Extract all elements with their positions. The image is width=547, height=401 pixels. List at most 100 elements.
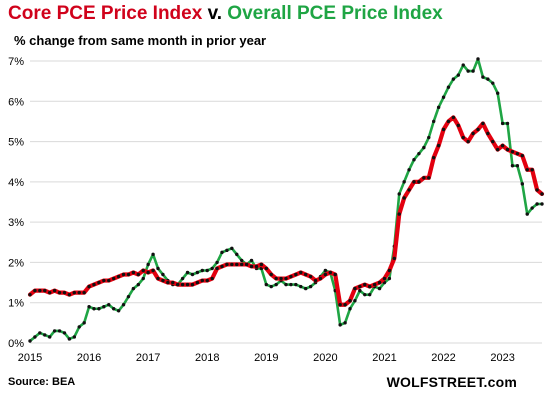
data-point-core bbox=[151, 268, 155, 273]
data-point-overall bbox=[43, 333, 47, 337]
data-point-overall bbox=[107, 303, 111, 307]
data-point-core bbox=[87, 284, 91, 289]
data-point-overall bbox=[249, 258, 254, 263]
data-point-overall bbox=[422, 145, 426, 150]
data-point-overall bbox=[525, 212, 529, 216]
data-point-core bbox=[491, 139, 495, 144]
data-point-overall bbox=[402, 180, 406, 184]
data-point-overall bbox=[535, 202, 539, 206]
x-tick-label: 2019 bbox=[254, 352, 278, 364]
data-point-core bbox=[72, 290, 77, 295]
x-tick-label: 2016 bbox=[77, 352, 101, 364]
chart-subtitle: % change from same month in prior year bbox=[14, 33, 267, 48]
data-point-overall bbox=[210, 266, 214, 271]
data-point-overall bbox=[264, 282, 269, 287]
data-point-core bbox=[328, 270, 333, 275]
data-point-core bbox=[515, 151, 520, 156]
data-point-overall bbox=[92, 307, 96, 311]
data-point-core bbox=[38, 288, 42, 293]
data-point-core bbox=[77, 290, 81, 295]
data-point-overall bbox=[235, 252, 239, 257]
data-point-overall bbox=[358, 288, 362, 293]
data-point-overall bbox=[126, 294, 131, 299]
data-point-core bbox=[476, 127, 480, 132]
data-point-core bbox=[299, 270, 303, 275]
x-tick-label: 2015 bbox=[18, 352, 42, 364]
data-point-core bbox=[471, 131, 475, 136]
y-axis: 0% 1% 2% 3% 4% 5% 6% 7% bbox=[8, 56, 24, 350]
data-point-core bbox=[107, 278, 111, 283]
data-point-overall bbox=[299, 284, 303, 289]
data-point-overall bbox=[239, 258, 244, 263]
data-point-overall bbox=[195, 270, 200, 275]
data-point-core bbox=[244, 262, 249, 267]
data-point-core bbox=[195, 280, 200, 285]
series-lines bbox=[27, 57, 545, 343]
x-axis: 2015 2016 2017 2018 2019 2020 2021 2022 2023 bbox=[18, 352, 515, 364]
data-point-core bbox=[417, 180, 421, 184]
data-point-core bbox=[372, 282, 377, 287]
x-tick-label: 2017 bbox=[136, 352, 160, 364]
data-point-core bbox=[530, 168, 534, 172]
data-point-overall bbox=[476, 57, 480, 61]
data-point-overall bbox=[303, 286, 308, 291]
data-point-core bbox=[318, 276, 323, 281]
data-point-core bbox=[166, 280, 170, 285]
data-point-core bbox=[235, 262, 239, 267]
data-point-core bbox=[225, 262, 229, 267]
data-point-core bbox=[274, 276, 278, 281]
data-point-core bbox=[323, 272, 328, 277]
x-tick-label: 2023 bbox=[490, 352, 514, 364]
x-tick-label: 2018 bbox=[195, 352, 219, 364]
data-point-core bbox=[387, 268, 392, 273]
data-point-overall bbox=[377, 286, 382, 291]
data-point-overall bbox=[289, 282, 293, 287]
data-point-overall bbox=[161, 272, 165, 277]
chart-title: Core PCE Price Index v. Overall PCE Pric… bbox=[8, 3, 443, 25]
data-point-core bbox=[111, 276, 116, 281]
data-point-core bbox=[52, 288, 57, 293]
data-point-core bbox=[215, 266, 219, 271]
data-point-core bbox=[313, 278, 318, 283]
data-point-core bbox=[161, 278, 165, 283]
data-point-overall bbox=[417, 151, 421, 156]
data-point-core bbox=[343, 303, 347, 307]
data-point-core bbox=[451, 115, 456, 120]
data-point-core bbox=[397, 212, 401, 216]
data-point-overall bbox=[52, 329, 57, 333]
data-point-overall bbox=[367, 292, 372, 297]
data-point-core bbox=[126, 272, 131, 277]
data-point-core bbox=[481, 121, 485, 126]
data-point-core bbox=[102, 278, 106, 283]
data-point-overall bbox=[338, 323, 342, 327]
data-point-core bbox=[121, 272, 126, 277]
source-note: Source: BEA bbox=[8, 376, 76, 388]
data-point-overall bbox=[284, 282, 288, 287]
data-point-core bbox=[510, 149, 515, 154]
data-point-overall bbox=[220, 250, 224, 255]
data-point-core bbox=[239, 262, 244, 267]
data-point-overall bbox=[269, 284, 273, 289]
data-point-overall bbox=[505, 121, 510, 126]
y-tick-label: 0% bbox=[8, 338, 24, 350]
series-overall bbox=[28, 57, 544, 343]
data-point-overall bbox=[431, 119, 436, 124]
data-point-core bbox=[259, 262, 264, 267]
data-point-core bbox=[422, 176, 426, 180]
data-point-core bbox=[67, 292, 72, 297]
data-point-core bbox=[43, 288, 47, 293]
data-point-core bbox=[57, 290, 62, 295]
data-point-overall bbox=[274, 282, 278, 287]
data-point-overall bbox=[308, 284, 313, 289]
data-point-core bbox=[377, 280, 382, 285]
data-point-core bbox=[505, 147, 510, 152]
data-point-core bbox=[47, 290, 52, 295]
data-point-overall bbox=[515, 164, 520, 168]
data-point-overall bbox=[230, 246, 234, 251]
data-point-core bbox=[289, 274, 293, 279]
data-point-core bbox=[294, 272, 298, 277]
title-connector: v. bbox=[202, 3, 228, 24]
data-point-overall bbox=[62, 331, 67, 335]
data-point-core bbox=[205, 278, 209, 283]
